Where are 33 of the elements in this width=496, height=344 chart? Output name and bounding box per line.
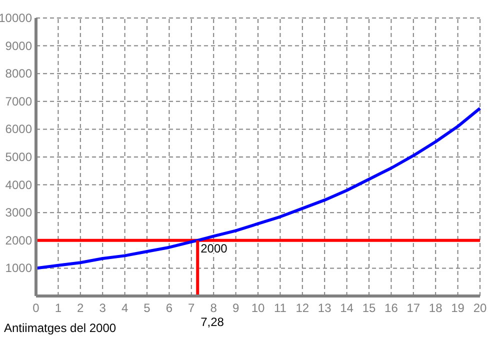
- x-tick-label: 5: [144, 301, 151, 315]
- x-tick-label: 10: [251, 301, 265, 315]
- annotation: 7,28: [200, 315, 224, 329]
- y-tick-label: 8000: [5, 66, 32, 81]
- x-tick-label: 16: [384, 301, 398, 315]
- annotation: 2000: [200, 241, 228, 256]
- text: Antiimatges del 2000: [4, 321, 116, 335]
- y-tick-label: 2000: [5, 233, 32, 248]
- y-tick-label: 1000: [5, 261, 32, 276]
- x-tick-label: 1: [54, 301, 62, 315]
- x-tick-label: 6: [166, 301, 173, 315]
- x-tick-label: 9: [232, 301, 240, 315]
- y-tick-label: 5000: [5, 150, 32, 164]
- x-tick-label: 13: [318, 301, 332, 315]
- y-tick-label: 9000: [5, 38, 32, 53]
- y-tick-label: 3000: [5, 206, 32, 220]
- y-tick-label: 6000: [5, 122, 32, 136]
- x-tick-label: 7: [188, 301, 196, 315]
- y-tick-label: 7000: [5, 94, 32, 108]
- x-tick-label: 15: [362, 301, 376, 315]
- y-tick-label: 4000: [5, 178, 32, 192]
- x-tick-label: 11: [274, 301, 287, 315]
- x-tick-label: 8: [210, 301, 218, 315]
- x-tick-label: 0: [32, 301, 40, 315]
- x-tick-label: 18: [428, 301, 443, 315]
- x-tick-label: 19: [451, 301, 465, 315]
- x-tick-label: 4: [121, 301, 128, 315]
- x-tick-label: 2: [77, 301, 84, 315]
- x-tick-label: 20: [473, 301, 487, 315]
- x-tick-label: 14: [340, 301, 354, 315]
- x-tick-label: 17: [406, 301, 420, 315]
- x-tick-label: 12: [296, 301, 310, 315]
- x-tick-label: 3: [99, 301, 106, 315]
